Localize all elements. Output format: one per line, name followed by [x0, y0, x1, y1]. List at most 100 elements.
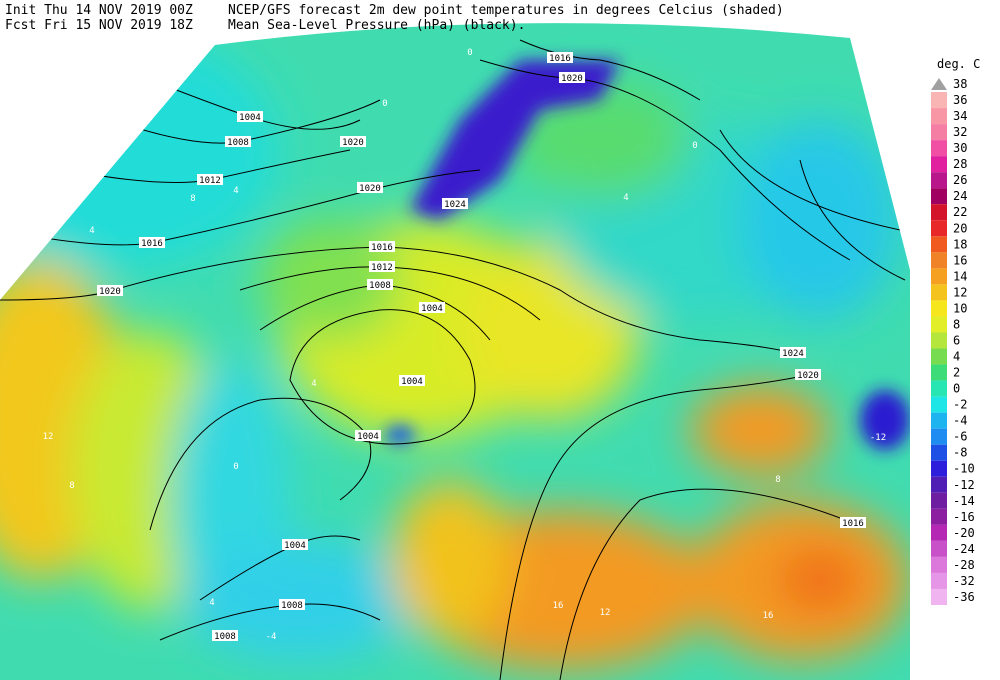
legend-label: 18 — [953, 237, 967, 251]
legend-swatch — [931, 236, 947, 253]
isobar-label: 1016 — [141, 239, 163, 249]
isobar-label-bg — [369, 261, 395, 272]
isobar-label-bg — [367, 279, 393, 290]
isobar-label-bg — [840, 517, 866, 528]
legend-swatch — [931, 412, 947, 429]
legend-label: 20 — [953, 221, 967, 235]
isobar-label-bg — [369, 241, 395, 252]
isobar-label: 1008 — [369, 281, 391, 291]
dew-point-label: 0 — [692, 141, 697, 151]
legend-swatch — [931, 188, 947, 205]
legend-swatch — [931, 124, 947, 141]
dew-point-label: 4 — [89, 226, 94, 236]
isobar-label: 1024 — [782, 349, 804, 359]
isobar-label-bg — [357, 182, 383, 193]
legend-label: 30 — [953, 141, 967, 155]
legend-arrow — [931, 78, 947, 90]
legend-label: -6 — [953, 430, 967, 444]
legend-swatch — [931, 348, 947, 365]
legend-unit: deg. C — [937, 57, 980, 71]
legend-label: 36 — [953, 93, 967, 107]
legend-label: 34 — [953, 109, 967, 123]
legend-label: 26 — [953, 173, 967, 187]
isobar-label: 1012 — [199, 176, 221, 186]
legend-swatch — [931, 156, 947, 173]
legend-swatch — [931, 204, 947, 221]
isobar-label: 1016 — [371, 243, 393, 253]
legend-swatch — [931, 364, 947, 381]
forecast-time: Fcst Fri 15 NOV 2019 18Z — [5, 18, 193, 33]
dew-point-label: 16 — [763, 611, 774, 621]
legend-swatch — [931, 508, 947, 525]
isobar-label-bg — [279, 599, 305, 610]
legend-label: 22 — [953, 205, 967, 219]
dew-point-label: 12 — [600, 608, 611, 618]
isobar-label: 1004 — [357, 432, 379, 442]
isobar-label: 1020 — [561, 74, 583, 84]
legend-swatch — [931, 172, 947, 189]
legend-swatch — [931, 220, 947, 237]
legend-label: -24 — [953, 542, 975, 556]
dew-point-label: 4 — [209, 598, 214, 608]
legend-label: 10 — [953, 301, 967, 315]
isobar-label: 1016 — [842, 519, 864, 529]
dew-point-label: 0 — [233, 462, 238, 472]
init-time: Init Thu 14 NOV 2019 00Z — [5, 3, 193, 18]
isobar-label-bg — [237, 111, 263, 122]
legend-swatch — [931, 460, 947, 477]
isobar-label: 1004 — [401, 377, 423, 387]
dew-point-label: 8 — [190, 194, 195, 204]
dew-point-label: 8 — [69, 481, 74, 491]
legend-swatch — [931, 284, 947, 301]
isobar-label: 1008 — [281, 601, 303, 611]
isobar-label-bg — [212, 630, 238, 641]
dew-point-label: -4 — [266, 632, 277, 642]
legend-label: 38 — [953, 77, 967, 91]
map-title: NCEP/GFS forecast 2m dew point temperatu… — [228, 3, 784, 18]
legend-label: -2 — [953, 398, 967, 412]
legend-swatch — [931, 316, 947, 333]
isobar-label: 1004 — [239, 113, 261, 123]
isobar-label: 1004 — [421, 304, 443, 314]
legend-swatch — [931, 572, 947, 589]
isobar-label-bg — [139, 237, 165, 248]
isobar-label-bg — [442, 198, 468, 209]
legend-swatch — [931, 300, 947, 317]
dew-point-label: 8 — [775, 475, 780, 485]
dew-point-label: 4 — [623, 193, 628, 203]
dew-point-label: 12 — [43, 432, 54, 442]
legend-swatch — [931, 492, 947, 509]
legend-swatch — [931, 268, 947, 285]
legend-label: -4 — [953, 414, 967, 428]
legend-label: -20 — [953, 526, 975, 540]
isobar-label-bg — [355, 430, 381, 441]
map-subtitle: Mean Sea-Level Pressure (hPa) (black). — [228, 18, 525, 33]
legend-label: 28 — [953, 157, 967, 171]
legend-swatch — [931, 108, 947, 125]
isobar-label-bg — [547, 52, 573, 63]
legend-label: -32 — [953, 574, 975, 588]
isobar-label: 1008 — [227, 138, 249, 148]
legend-label: 14 — [953, 269, 967, 283]
legend-label: 2 — [953, 366, 960, 380]
isobar-label-bg — [97, 285, 123, 296]
legend-swatch — [931, 428, 947, 445]
dew-point-label: 4 — [233, 186, 238, 196]
isobar-label-bg — [780, 347, 806, 358]
legend-label: 32 — [953, 125, 967, 139]
isobar-label: 1020 — [359, 184, 381, 194]
isobar-label-bg — [282, 539, 308, 550]
dew-point-label: 0 — [467, 48, 472, 58]
dew-point-label: 4 — [311, 379, 316, 389]
isobar-label: 1024 — [444, 200, 466, 210]
legend-label: -14 — [953, 494, 975, 508]
legend-label: 8 — [953, 317, 960, 331]
legend-swatch — [931, 588, 947, 605]
isobar-label: 1008 — [214, 632, 236, 642]
legend-swatch — [931, 252, 947, 269]
isobar-label: 1016 — [549, 54, 571, 64]
legend-swatch — [931, 524, 947, 541]
